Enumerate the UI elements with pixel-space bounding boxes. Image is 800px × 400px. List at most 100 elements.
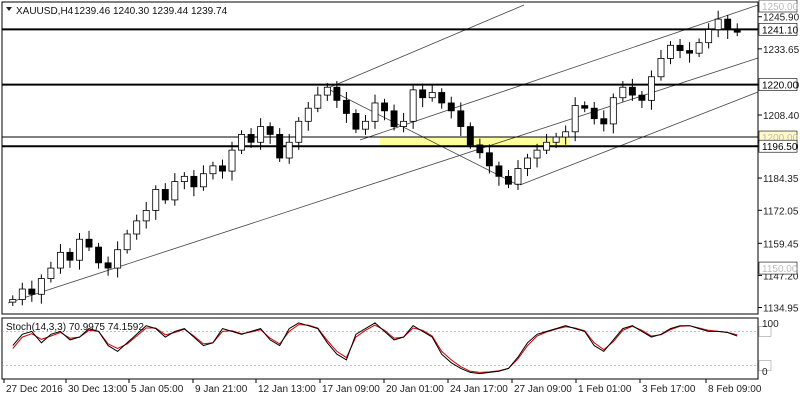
candle-body [285,141,293,159]
candle [171,173,179,206]
candle [533,143,541,168]
candle [199,165,207,191]
candle [123,229,131,254]
candle [161,183,169,204]
candle-body [333,86,341,101]
candle-body [647,76,655,101]
price-tick-label: 1208.40 [763,111,800,122]
candle-body [581,105,589,109]
candle-body [152,189,160,211]
stoch-level-low-box [758,360,772,371]
candle [638,90,646,108]
candle [714,10,722,38]
candle [676,39,684,59]
time-tick-label: 24 Jan 17:00 [450,384,508,395]
candle-body [400,120,408,127]
level-label-1241: 1241.10 [758,23,799,36]
candle [686,42,694,63]
candle [352,109,360,134]
candle-body [114,249,122,269]
candle [333,80,341,108]
candle [266,122,274,144]
level-label-1241-text: 1241.10 [762,25,799,36]
candle [95,242,103,269]
ohlc-open: 1239.46 [74,6,111,17]
candle-body [609,97,617,125]
candle-body [66,251,74,261]
candle-body [190,175,198,188]
candle [285,133,293,164]
candle [590,101,598,125]
candle [56,243,64,274]
candle [695,38,703,58]
candle-body [180,175,188,182]
candle-body [676,44,684,51]
candle-body [524,157,531,169]
candle [552,132,560,149]
candle-body [37,278,45,295]
candle [447,96,455,119]
candle [476,138,484,159]
candle-body [161,189,169,201]
candle-body [571,105,579,133]
time-axis: 27 Dec 2016 30 Dec 13:00 5 Jan 05:00 9 Jan … [3,379,762,395]
candle [571,97,579,142]
candle [342,91,350,123]
candle [28,280,36,302]
candle [667,41,674,65]
candle-body [476,144,484,154]
candle [457,102,465,136]
candle-body [362,120,369,130]
candle-body [238,134,245,151]
candle [600,110,608,132]
main-chart-frame [1,1,759,315]
candle [505,170,512,189]
candle [390,104,398,131]
candle-body [352,113,360,130]
level-label-1150-text: 1150.00 [762,264,798,275]
level-label-1200-text: 1200.00 [762,133,799,144]
candle-body [438,92,446,104]
time-tick-label: 5 Jan 05:00 [131,384,184,395]
candle-body [619,86,627,99]
dropdown-triangle-icon[interactable] [6,7,12,11]
candle [85,230,93,252]
candle-body [628,86,636,96]
candle-body [590,107,598,120]
candle [362,115,369,135]
candle-body [266,126,274,135]
candle-body [390,110,398,127]
level-label-1150-box [758,261,798,275]
candle [247,128,255,149]
time-tick-label: 1 Feb 01:00 [578,384,632,395]
channel-lower-line [7,57,759,304]
candle-body [485,152,493,167]
candle-body [562,131,570,138]
candle [419,83,427,108]
candle-body [428,92,436,99]
candle-body [199,173,207,188]
candle-body [657,58,665,78]
time-tick-label: 17 Jan 09:00 [322,384,380,395]
candle [209,161,217,180]
candle-body [95,246,103,264]
time-tick-label: 27 Jan 09:00 [514,384,572,395]
candle-body [638,94,646,101]
candle-body [123,233,131,251]
candle-body [705,29,713,44]
candle [257,118,265,150]
candle-body [600,118,608,125]
level-label-1220: 1220.00 [758,78,799,92]
candle [304,101,312,131]
candle-body [419,89,427,99]
candle-body [314,94,322,109]
time-tick-label: 9 Jan 21:00 [195,384,248,395]
candle-body [295,120,303,143]
candle-body [85,238,93,248]
candle [180,172,188,190]
candle [381,98,388,121]
candle-body [381,102,388,112]
ohlc-close: 1239.74 [191,6,228,17]
stoch-signal-line [12,324,738,373]
